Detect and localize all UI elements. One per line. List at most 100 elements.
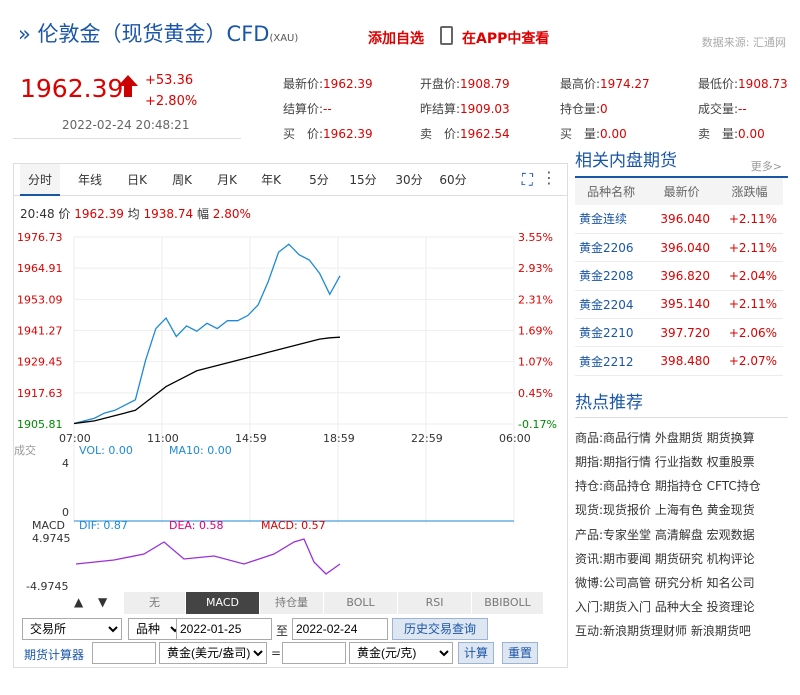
table-row[interactable]: 黄金2212 398.480 +2.07% xyxy=(575,346,783,376)
calculator-label: 期货计算器 xyxy=(24,648,85,662)
vol-zero: 0 xyxy=(62,506,69,519)
x-tick-label: 14:59 xyxy=(235,432,267,445)
col-header: 最新价 xyxy=(647,178,717,205)
table-row[interactable]: 黄金连续 396.040 +2.11% xyxy=(575,205,783,234)
y-right-tick-label: 3.55% xyxy=(518,231,553,244)
quote-field: 成交量:-- xyxy=(698,102,747,116)
table-row[interactable]: 黄金2208 396.820 +2.04% xyxy=(575,261,783,291)
variety-select[interactable]: 品种 xyxy=(128,618,184,640)
y-right-tick-label: -0.17% xyxy=(518,418,557,431)
from-date-input[interactable] xyxy=(176,618,272,640)
tab-8[interactable]: 30分 xyxy=(395,173,423,187)
y-tick-label: 1976.73 xyxy=(17,231,63,244)
hot-title: 热点推荐 xyxy=(575,388,788,418)
reset-button[interactable]: 重置 xyxy=(502,642,538,664)
unit2-select[interactable]: 黄金(元/克) xyxy=(349,642,453,664)
quote-field: 结算价:-- xyxy=(283,102,332,116)
hot-item[interactable]: 持仓:商品持仓 期指持仓 CFTC持仓 xyxy=(575,479,761,494)
current-price: 1962.39 xyxy=(20,74,124,103)
hot-item[interactable]: 入门:期货入门 品种大全 投资理论 xyxy=(575,600,755,615)
ma10-value: MA10: 0.00 xyxy=(169,444,232,457)
tab-7[interactable]: 15分 xyxy=(349,173,377,187)
dea-value: DEA: 0.58 xyxy=(169,519,223,532)
y-tick-label: 1917.63 xyxy=(17,387,63,400)
hot-item[interactable]: 微博:公司高管 研究分析 知名公司 xyxy=(575,576,755,591)
quote-field: 最低价:1908.73 xyxy=(698,77,788,91)
add-favorite-button[interactable]: 添加自选 xyxy=(368,31,424,47)
to-label: 至 xyxy=(276,624,289,638)
col-header: 涨跌幅 xyxy=(716,178,783,205)
vol-value: VOL: 0.00 xyxy=(79,444,133,457)
tab-5[interactable]: 年K xyxy=(261,173,281,187)
series-line-1 xyxy=(73,336,341,425)
indicator-tab-2[interactable]: 持仓量 xyxy=(260,592,324,614)
fullscreen-icon[interactable]: ⛶ xyxy=(521,170,533,189)
x-tick-label: 11:00 xyxy=(147,432,179,445)
tab-9[interactable]: 60分 xyxy=(439,173,467,187)
tab-2[interactable]: 日K xyxy=(127,173,147,187)
quote-field: 最高价:1974.27 xyxy=(560,77,650,91)
table-row[interactable]: 黄金2206 396.040 +2.11% xyxy=(575,233,783,263)
indicator-tab-0[interactable]: 无 xyxy=(124,592,186,614)
vol-label: 成交 xyxy=(14,443,36,457)
macd-value: MACD: 0.57 xyxy=(261,519,326,532)
y-tick-label: 1941.27 xyxy=(17,325,63,338)
col-header: 品种名称 xyxy=(575,178,648,205)
phone-icon xyxy=(440,26,453,45)
hot-item[interactable]: 资讯:期市要闻 期货研究 机构评论 xyxy=(575,551,755,566)
tab-1[interactable]: 年线 xyxy=(77,173,102,187)
more-options-icon[interactable]: ⋮ xyxy=(541,168,557,187)
price-chart: 1976.73 3.55% 1964.91 2.93% 1953.09 2.31% 1941… xyxy=(14,231,557,593)
to-date-input[interactable] xyxy=(292,618,388,640)
y-right-tick-label: 1.07% xyxy=(518,356,553,369)
hot-item[interactable]: 现货:现货报价 上海有色 黄金现货 xyxy=(575,503,755,518)
vol-max: 4 xyxy=(62,457,69,470)
series-line-0 xyxy=(73,243,341,425)
hot-item[interactable]: 产品:专家坐堂 高清解盘 宏观数据 xyxy=(575,527,755,542)
quote-field: 卖 价:1962.54 xyxy=(420,127,510,141)
quote-field: 昨结算:1909.03 xyxy=(420,102,510,116)
x-tick-label: 06:00 xyxy=(499,432,531,445)
more-link[interactable]: 更多> xyxy=(750,160,782,173)
page-title: » 伦敦金（现货黄金）CFD(XAU) xyxy=(18,22,299,46)
y-right-tick-label: 2.31% xyxy=(518,293,553,306)
indicator-tab-1[interactable]: MACD xyxy=(186,592,260,614)
up-arrow-icon xyxy=(118,75,138,97)
y-tick-label: 1905.81 xyxy=(17,418,63,431)
quote-field: 开盘价:1908.79 xyxy=(420,77,510,91)
dif-value: DIF: 0.87 xyxy=(79,519,128,532)
history-query-button[interactable]: 历史交易查询 xyxy=(392,618,488,640)
next-button[interactable]: ▼ xyxy=(98,595,108,609)
tab-6[interactable]: 5分 xyxy=(309,173,329,187)
calc-input[interactable] xyxy=(92,642,156,664)
tab-4[interactable]: 月K xyxy=(217,173,237,187)
x-tick-label: 07:00 xyxy=(59,432,91,445)
macd-lo: -4.9745 xyxy=(26,580,68,593)
tab-0[interactable]: 分时 xyxy=(20,164,60,196)
indicator-tab-5[interactable]: BBIBOLL xyxy=(472,592,544,614)
indicator-tab-3[interactable]: BOLL xyxy=(324,592,398,614)
calc-result-input[interactable] xyxy=(282,642,346,664)
price-change: +53.36 +2.80% xyxy=(145,73,198,109)
y-tick-label: 1953.09 xyxy=(17,293,63,306)
indicator-tab-4[interactable]: RSI xyxy=(398,592,472,614)
macd-dif-line xyxy=(75,538,341,575)
open-app-link[interactable]: 在APP中查看 xyxy=(462,31,550,47)
quote-field: 卖 量:0.00 xyxy=(698,127,765,141)
y-tick-label: 1929.45 xyxy=(17,356,63,369)
x-tick-label: 18:59 xyxy=(323,432,355,445)
x-tick-label: 22:59 xyxy=(411,432,443,445)
hot-item[interactable]: 互动:新浪期货理财师 新浪期货吧 xyxy=(575,624,751,639)
chart-info: 20:48 价 1962.39 均 1938.74 幅 2.80% xyxy=(20,207,251,221)
table-row[interactable]: 黄金2210 397.720 +2.06% xyxy=(575,318,783,348)
y-right-tick-label: 2.93% xyxy=(518,262,553,275)
hot-item[interactable]: 期指:期指行情 行业指数 权重股票 xyxy=(575,455,755,470)
hot-item[interactable]: 商品:商品行情 外盘期货 期货换算 xyxy=(575,430,755,445)
tab-3[interactable]: 周K xyxy=(172,173,192,187)
compute-button[interactable]: 计算 xyxy=(458,642,494,664)
macd-hi: 4.9745 xyxy=(32,532,71,545)
table-row[interactable]: 黄金2204 395.140 +2.11% xyxy=(575,290,783,320)
unit1-select[interactable]: 黄金(美元/盎司) xyxy=(159,642,267,664)
exchange-select[interactable]: 交易所 xyxy=(22,618,122,640)
prev-button[interactable]: ▲ xyxy=(74,595,84,609)
